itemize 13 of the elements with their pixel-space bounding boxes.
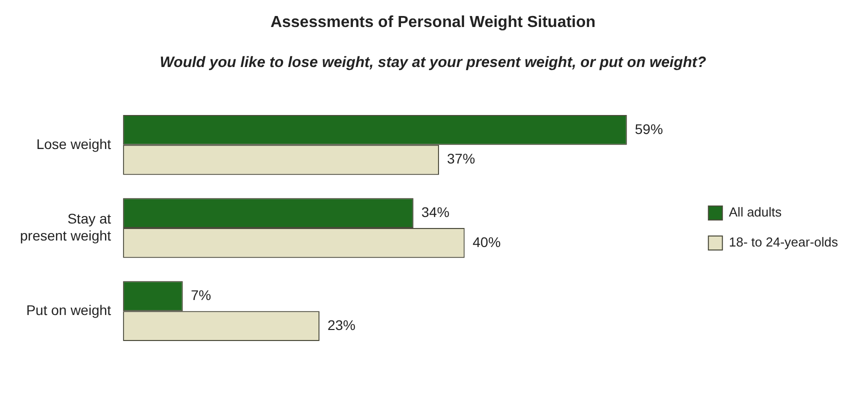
data-label: 59% <box>634 120 663 137</box>
data-label: 37% <box>447 150 476 167</box>
data-label: 34% <box>421 204 450 220</box>
chart-title: Assessments of Personal Weight Situation <box>269 14 597 32</box>
data-label: 40% <box>472 234 501 250</box>
y-tick-label: Stay at present weight <box>20 210 112 244</box>
chart-subtitle: Would you like to lose weight, stay at your present weight, or put on weight? <box>158 54 708 71</box>
y-tick-label: Lose weight <box>36 136 112 152</box>
y-tick-label: Put on weight <box>26 302 112 318</box>
data-label: 23% <box>327 316 356 333</box>
data-label: 7% <box>190 286 212 303</box>
legend-label: 18- to 24-year-olds <box>728 234 838 250</box>
legend-label: All adults <box>728 204 782 220</box>
